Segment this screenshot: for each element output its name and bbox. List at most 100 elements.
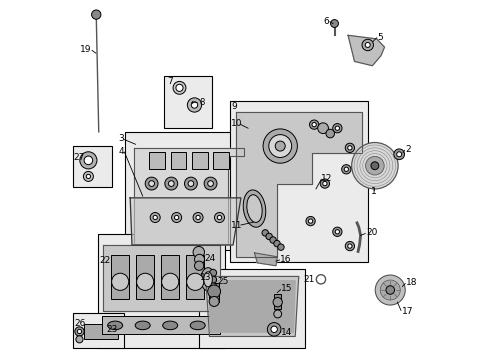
Circle shape <box>150 212 160 222</box>
Circle shape <box>262 230 268 236</box>
Circle shape <box>164 177 177 190</box>
Circle shape <box>207 181 213 186</box>
Circle shape <box>308 219 312 223</box>
Circle shape <box>273 240 280 247</box>
Circle shape <box>344 167 348 171</box>
Circle shape <box>91 10 101 19</box>
Ellipse shape <box>135 321 150 330</box>
Text: 16: 16 <box>280 255 291 264</box>
Polygon shape <box>347 35 384 66</box>
Text: 21: 21 <box>303 275 315 284</box>
Polygon shape <box>130 198 241 245</box>
Bar <box>149 152 164 169</box>
Circle shape <box>153 215 157 220</box>
Ellipse shape <box>246 195 262 222</box>
Circle shape <box>136 273 153 291</box>
Circle shape <box>263 129 297 163</box>
Text: 22: 22 <box>99 256 110 265</box>
Circle shape <box>209 276 216 283</box>
Text: 6: 6 <box>323 17 329 26</box>
Circle shape <box>209 296 219 306</box>
Text: 14: 14 <box>281 328 292 337</box>
Circle shape <box>272 297 282 307</box>
Circle shape <box>351 143 397 189</box>
Text: 2: 2 <box>405 145 410 154</box>
Circle shape <box>309 120 318 129</box>
Circle shape <box>275 141 285 151</box>
Bar <box>73 313 123 348</box>
Circle shape <box>196 215 200 220</box>
Circle shape <box>345 242 354 251</box>
Text: 5: 5 <box>377 33 383 42</box>
Circle shape <box>174 215 179 220</box>
Ellipse shape <box>190 321 205 330</box>
Text: 20: 20 <box>365 228 377 237</box>
Circle shape <box>111 273 128 291</box>
Circle shape <box>207 285 220 298</box>
Text: 3: 3 <box>118 134 124 143</box>
Text: 27: 27 <box>74 153 85 162</box>
Circle shape <box>361 39 373 51</box>
Circle shape <box>209 290 216 297</box>
Circle shape <box>173 81 185 94</box>
Bar <box>208 283 219 302</box>
Circle shape <box>193 247 204 258</box>
Bar <box>185 255 204 298</box>
Bar <box>73 146 112 187</box>
Circle shape <box>269 237 276 243</box>
Circle shape <box>341 165 350 174</box>
Circle shape <box>320 179 329 188</box>
Circle shape <box>145 177 158 190</box>
Circle shape <box>332 227 341 237</box>
Circle shape <box>330 19 338 27</box>
Circle shape <box>365 157 384 175</box>
Ellipse shape <box>203 272 212 287</box>
Circle shape <box>86 174 90 179</box>
Circle shape <box>385 286 394 294</box>
Circle shape <box>209 296 216 303</box>
Circle shape <box>311 122 316 127</box>
Ellipse shape <box>243 190 265 227</box>
Ellipse shape <box>201 268 215 291</box>
Circle shape <box>193 212 203 222</box>
Circle shape <box>322 181 326 186</box>
Bar <box>192 152 207 169</box>
Circle shape <box>265 233 272 240</box>
Circle shape <box>217 215 221 220</box>
Text: 9: 9 <box>231 102 237 111</box>
Circle shape <box>171 212 181 222</box>
Text: 15: 15 <box>281 284 292 293</box>
Polygon shape <box>235 112 362 257</box>
Circle shape <box>76 336 83 343</box>
Bar <box>170 152 186 169</box>
Circle shape <box>365 42 369 48</box>
Polygon shape <box>254 253 277 266</box>
Circle shape <box>209 269 216 276</box>
Bar <box>199 269 304 348</box>
Text: 11: 11 <box>231 221 242 230</box>
Circle shape <box>214 212 224 222</box>
Circle shape <box>209 283 216 290</box>
Circle shape <box>347 146 351 150</box>
Circle shape <box>332 123 341 133</box>
Circle shape <box>335 126 339 130</box>
Polygon shape <box>204 276 298 337</box>
Circle shape <box>347 244 351 248</box>
Circle shape <box>187 98 201 112</box>
Text: 13: 13 <box>200 273 211 282</box>
Text: 10: 10 <box>231 119 242 128</box>
Polygon shape <box>208 281 295 332</box>
Ellipse shape <box>163 321 177 330</box>
Circle shape <box>83 171 93 181</box>
Circle shape <box>75 327 84 336</box>
Circle shape <box>203 177 217 190</box>
Bar <box>111 255 129 298</box>
Text: 18: 18 <box>405 278 417 287</box>
Circle shape <box>186 273 203 291</box>
Circle shape <box>162 273 179 291</box>
Bar <box>83 324 118 339</box>
Polygon shape <box>103 245 220 311</box>
Text: 1: 1 <box>370 187 376 196</box>
Bar <box>230 102 367 262</box>
Circle shape <box>188 181 193 186</box>
